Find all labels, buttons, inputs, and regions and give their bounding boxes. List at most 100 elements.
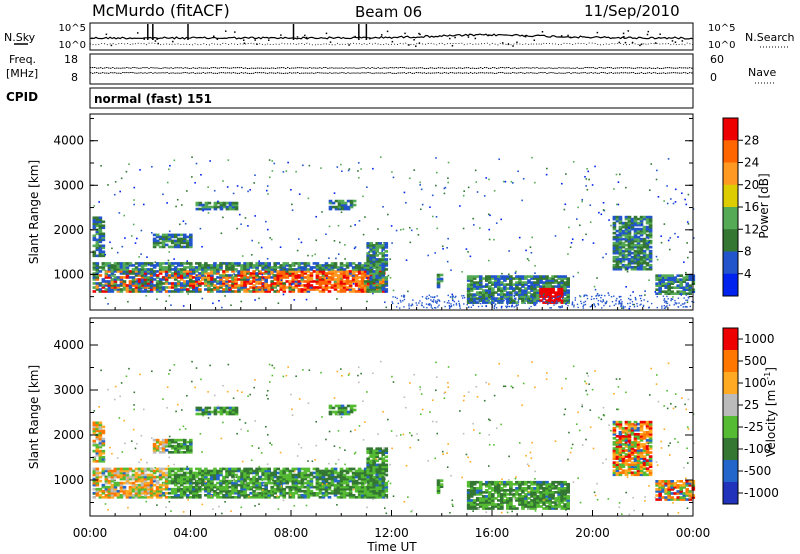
power-cell	[116, 262, 121, 265]
velocity-cell	[360, 487, 365, 491]
freq-dot	[642, 67, 645, 69]
power-speckle	[659, 283, 662, 285]
power-cell	[539, 275, 543, 278]
power-speckle	[196, 283, 199, 285]
velocity-cell	[116, 471, 121, 475]
freq-dot	[409, 67, 411, 69]
power-cell	[101, 238, 106, 242]
nave-dot	[311, 72, 313, 74]
velocity-cell	[207, 481, 211, 485]
power-speckle	[200, 173, 202, 176]
velocity-cell	[231, 471, 235, 475]
power-cell	[472, 277, 477, 280]
power-cell	[472, 281, 477, 284]
power-cell	[143, 284, 148, 287]
nave-dot	[684, 72, 687, 74]
power-cell	[285, 286, 290, 289]
velocity-cell	[152, 483, 157, 487]
power-cell	[670, 280, 675, 283]
nave-dot	[102, 72, 104, 74]
power-cell	[192, 288, 196, 291]
freq-dot	[256, 67, 259, 69]
velocity-cell	[155, 481, 160, 485]
velocity-cell	[201, 473, 205, 477]
nave-dot	[522, 72, 524, 74]
power-cell	[234, 282, 238, 285]
power-cell	[195, 270, 199, 273]
power-cell	[95, 284, 100, 287]
power-cell	[506, 299, 510, 302]
nave-dot	[630, 72, 633, 74]
velocity-cell	[185, 485, 190, 489]
power-speckle	[618, 300, 621, 303]
power-cell	[551, 289, 555, 292]
power-cell	[328, 207, 333, 211]
power-cell	[542, 287, 546, 290]
velocity-cell	[342, 473, 347, 477]
velocity-cell	[92, 469, 97, 473]
velocity-cell	[348, 477, 353, 481]
power-cell	[636, 217, 641, 221]
power-low-range-cell	[517, 299, 520, 301]
power-cell	[122, 284, 127, 287]
power-speckle	[280, 279, 283, 281]
power-cell	[276, 290, 281, 293]
power-cell	[642, 231, 647, 235]
power-cell	[487, 275, 492, 278]
power-speckle	[587, 170, 590, 173]
power-speckle	[249, 189, 251, 191]
velocity-cell	[357, 467, 362, 471]
velocity-cell	[228, 469, 232, 473]
power-cell	[291, 278, 296, 281]
power-cell	[207, 282, 211, 285]
power-cell	[363, 268, 368, 271]
power-cell	[243, 270, 247, 273]
power-cell	[521, 299, 525, 302]
velocity-cell	[252, 485, 256, 489]
velocity-cell	[339, 477, 344, 481]
velocity-cell	[161, 483, 166, 487]
power-cell	[360, 282, 365, 285]
power-cell	[466, 285, 471, 288]
power-speckle	[625, 267, 628, 270]
power-cell	[167, 237, 172, 241]
power-low-range-cell	[691, 300, 693, 303]
noise-dot	[560, 35, 563, 37]
power-cell	[533, 285, 537, 288]
power-cell	[509, 285, 513, 288]
power-cell	[261, 272, 265, 275]
power-cell	[667, 290, 671, 294]
velocity-cell	[348, 479, 353, 483]
velocity-cell	[185, 479, 190, 483]
power-cell	[494, 291, 498, 294]
velocity-cell	[336, 479, 341, 483]
power-cell	[119, 284, 124, 287]
velocity-cell	[324, 473, 329, 477]
power-cell	[125, 274, 130, 277]
power-cell	[481, 277, 486, 280]
power-cell	[639, 267, 644, 271]
power-cell	[297, 288, 302, 291]
power-speckle	[379, 156, 382, 158]
power-speckle	[314, 253, 316, 256]
power-cell	[664, 284, 668, 287]
power-cell	[176, 262, 181, 265]
nave-dot	[652, 72, 655, 74]
power-cell	[110, 280, 115, 283]
power-cell	[530, 283, 534, 286]
freq-dot	[260, 67, 263, 69]
power-speckle	[662, 277, 664, 279]
power-speckle	[174, 277, 177, 279]
power-cell	[615, 251, 620, 255]
freq-dot	[383, 67, 385, 69]
velocity-cell	[140, 495, 145, 499]
noise-dot	[567, 34, 569, 37]
nave-dot	[660, 72, 663, 74]
velocity-cell	[357, 487, 362, 491]
power-ylabel: Slant Range [km]	[27, 160, 41, 264]
power-low-range-cell	[677, 297, 680, 299]
power-cell	[346, 199, 351, 203]
power-cell	[155, 270, 160, 273]
velocity-cell	[198, 473, 202, 477]
date-label: 11/Sep/2010	[584, 2, 680, 20]
